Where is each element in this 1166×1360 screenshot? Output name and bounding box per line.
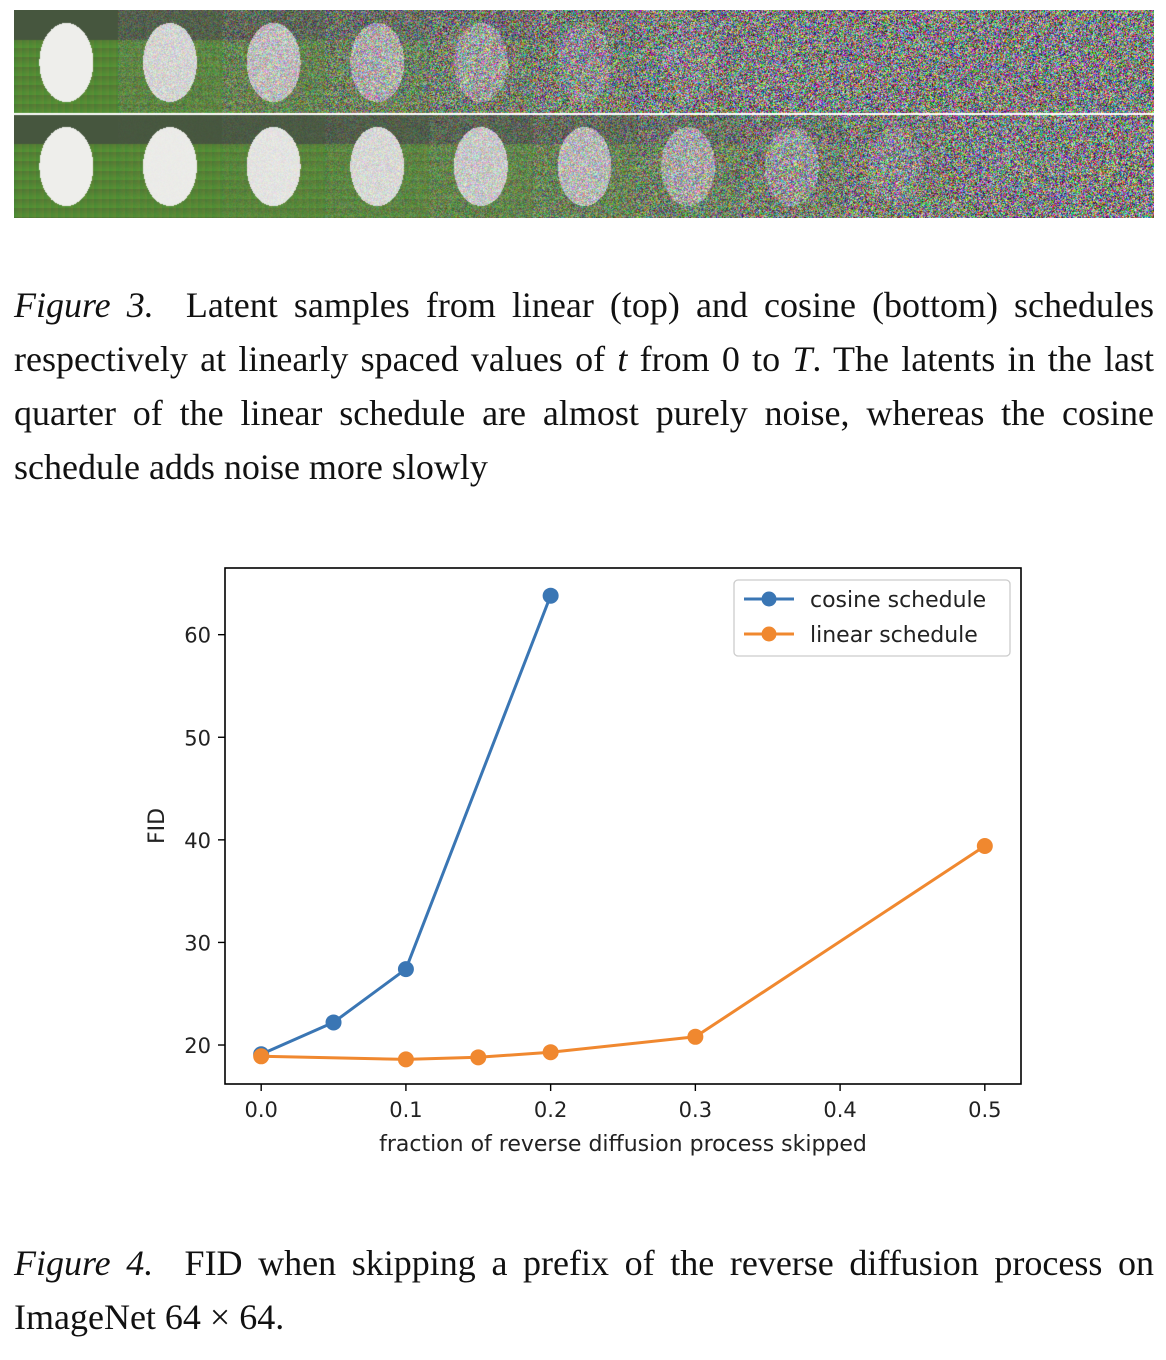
x-tick-label: 0.2	[534, 1098, 567, 1122]
linear-schedule-point	[397, 1051, 414, 1068]
cosine-schedule-point	[325, 1014, 342, 1031]
figure-3-text-2: from 0 to	[627, 339, 793, 379]
latent-samples-image	[14, 10, 1154, 218]
fid-line-chart: 0.0 0.1 0.2 0.3 0.4 0.5 20 30 40 50 60 fraction of…	[145, 567, 1022, 1157]
figure-3-caption: Figure 3. Latent samples from linear (to…	[14, 278, 1154, 494]
y-tick-label: 60	[184, 624, 211, 648]
x-axis-label: fraction of reverse diffusion process sk…	[379, 1132, 867, 1157]
legend-cosine-label: cosine schedule	[810, 588, 986, 613]
x-tick-label: 0.1	[389, 1098, 422, 1122]
figure-3-label: Figure 3.	[14, 285, 154, 325]
cosine-schedule-line	[260, 595, 552, 1056]
plot-frame	[224, 567, 1022, 1085]
figure-3-text-1: Latent samples from linear (top) and cos…	[14, 285, 1154, 379]
y-axis-label: FID	[145, 808, 170, 844]
linear-schedule-line	[261, 844, 986, 1061]
legend-frame	[733, 579, 1011, 657]
figure-4-label: Figure 4.	[14, 1243, 154, 1283]
legend-linear-marker	[761, 626, 777, 642]
legend-linear-label: linear schedule	[810, 623, 978, 648]
linear-schedule-point	[253, 1048, 270, 1065]
linear-schedule-point	[976, 838, 993, 855]
x-tick-label: 0.5	[968, 1098, 1001, 1122]
y-tick-label: 40	[184, 829, 211, 853]
linear-schedule-point	[687, 1028, 704, 1045]
legend-cosine-marker	[761, 591, 777, 607]
figure-4-text: FID when skipping a prefix of the revers…	[14, 1243, 1154, 1337]
y-tick-label: 50	[184, 726, 211, 750]
figure-4-caption: Figure 4. FID when skipping a prefix of …	[14, 1236, 1154, 1344]
figure-3-var-T: T	[792, 339, 813, 379]
x-tick-label: 0.0	[244, 1098, 277, 1122]
legend: cosine schedule linear schedule	[733, 579, 1011, 657]
figure-3-text-3: . The latents in the last quarter of the…	[14, 339, 1154, 487]
linear-schedule-point	[470, 1049, 487, 1066]
figure-3-var-t: t	[617, 339, 628, 379]
y-tick-label: 30	[184, 931, 211, 955]
y-tick-label: 20	[184, 1034, 211, 1058]
x-tick-label: 0.4	[823, 1098, 856, 1122]
linear-schedule-point	[542, 1044, 559, 1061]
cosine-schedule-point	[542, 587, 559, 604]
x-tick-label: 0.3	[679, 1098, 712, 1122]
cosine-schedule-point	[397, 961, 414, 978]
